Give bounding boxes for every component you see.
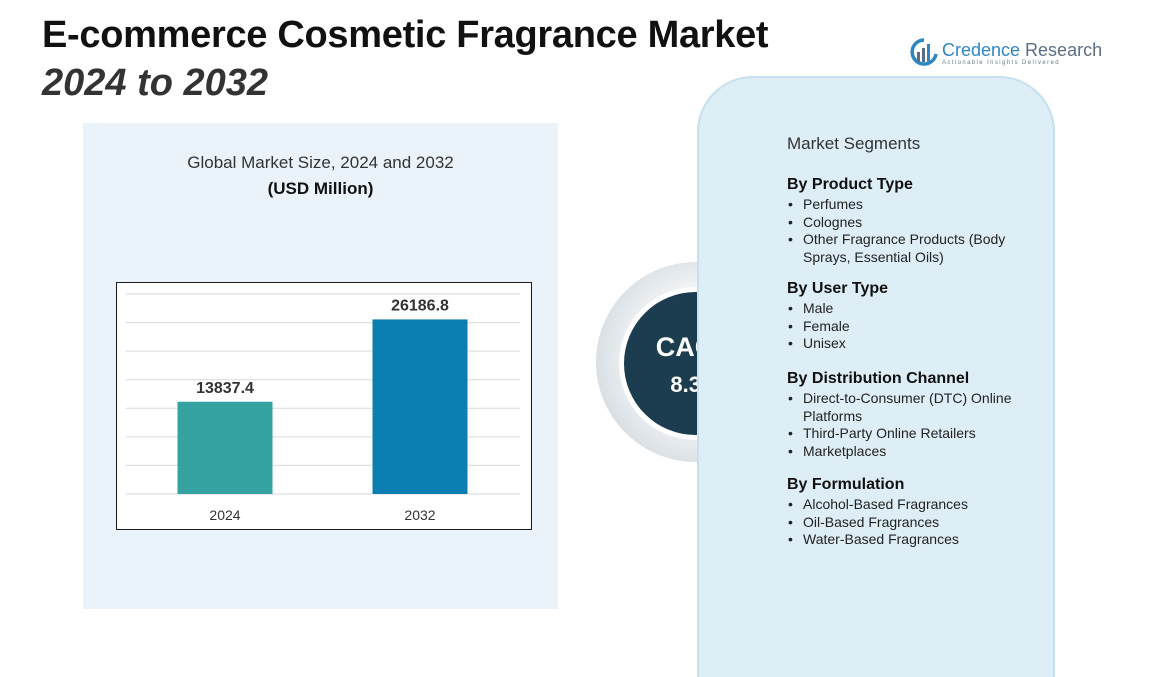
market-size-chart-panel: Global Market Size, 2024 and 2032 (USD M… bbox=[83, 123, 558, 609]
segment-title: By Distribution Channel bbox=[787, 370, 970, 387]
segment-item: Other Fragrance Products (Body Sprays, E… bbox=[787, 231, 1042, 266]
segment-title: By Product Type bbox=[787, 176, 913, 193]
segment-item: Third-Party Online Retailers bbox=[787, 425, 1042, 443]
segment-item: Alcohol-Based Fragrances bbox=[787, 496, 1042, 514]
segment-item: Female bbox=[787, 318, 1042, 336]
market-segments-panel: Market Segments By Product Type Perfumes… bbox=[697, 76, 1055, 677]
bar-2032 bbox=[372, 319, 468, 494]
chart-title: Global Market Size, 2024 and 2032 bbox=[187, 153, 454, 172]
segment-title: By User Type bbox=[787, 280, 889, 297]
x-tick-label: 2032 bbox=[404, 507, 435, 523]
chart-unit-label: (USD Million) bbox=[267, 179, 374, 198]
segment-item: Colognes bbox=[787, 214, 1042, 232]
segment-item: Direct-to-Consumer (DTC) Online Platform… bbox=[787, 390, 1042, 425]
segment-item: Water-Based Fragrances bbox=[787, 531, 1042, 549]
segment-item: Perfumes bbox=[787, 196, 1042, 214]
segment-item: Oil-Based Fragrances bbox=[787, 514, 1042, 532]
page-subtitle: 2024 to 2032 bbox=[42, 62, 269, 104]
credence-research-logo[interactable]: Credence Research Actionable Insights De… bbox=[910, 38, 1102, 72]
logo-name: Credence Research bbox=[942, 40, 1102, 61]
segment-group-distribution-channel: By Distribution Channel Direct-to-Consum… bbox=[787, 370, 1042, 460]
segment-group-formulation: By Formulation Alcohol-Based Fragrances … bbox=[787, 476, 1042, 549]
segment-item: Male bbox=[787, 300, 1042, 318]
logo-tagline: Actionable Insights Delivered bbox=[942, 60, 1060, 66]
x-tick-label: 2024 bbox=[209, 507, 240, 523]
bar-value-label: 26186.8 bbox=[391, 297, 449, 314]
logo-name-part1: Credence bbox=[942, 40, 1021, 60]
bar-chart: 13837.4 2024 26186.8 2032 bbox=[116, 282, 532, 530]
logo-name-part2: Research bbox=[1020, 40, 1103, 60]
segment-group-product-type: By Product Type Perfumes Colognes Other … bbox=[787, 176, 1042, 266]
bar-2024 bbox=[177, 401, 273, 494]
bar-value-label: 13837.4 bbox=[196, 380, 254, 397]
page-title: E-commerce Cosmetic Fragrance Market bbox=[42, 14, 769, 56]
logo-mark-icon bbox=[910, 38, 938, 66]
segment-title: By Formulation bbox=[787, 476, 905, 493]
segments-header: Market Segments bbox=[787, 134, 921, 153]
segment-group-user-type: By User Type Male Female Unisex bbox=[787, 280, 1042, 353]
segment-item: Marketplaces bbox=[787, 443, 1042, 461]
segment-item: Unisex bbox=[787, 335, 1042, 353]
